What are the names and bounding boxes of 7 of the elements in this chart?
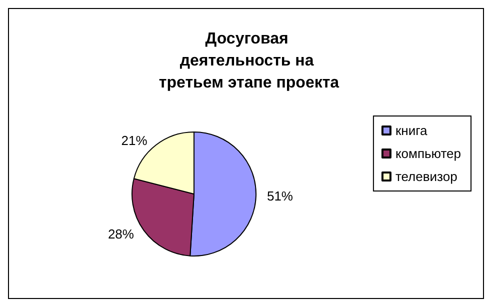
legend-label: книга xyxy=(395,123,428,138)
data-label: 21% xyxy=(121,132,148,148)
data-label: 51% xyxy=(266,188,294,204)
data-label: 28% xyxy=(108,226,134,242)
legend-label: компьютер xyxy=(395,146,461,161)
legend-label: телевизор xyxy=(395,169,458,184)
chart-title: Досуговая деятельность на третьем этапе проекта xyxy=(158,30,340,92)
